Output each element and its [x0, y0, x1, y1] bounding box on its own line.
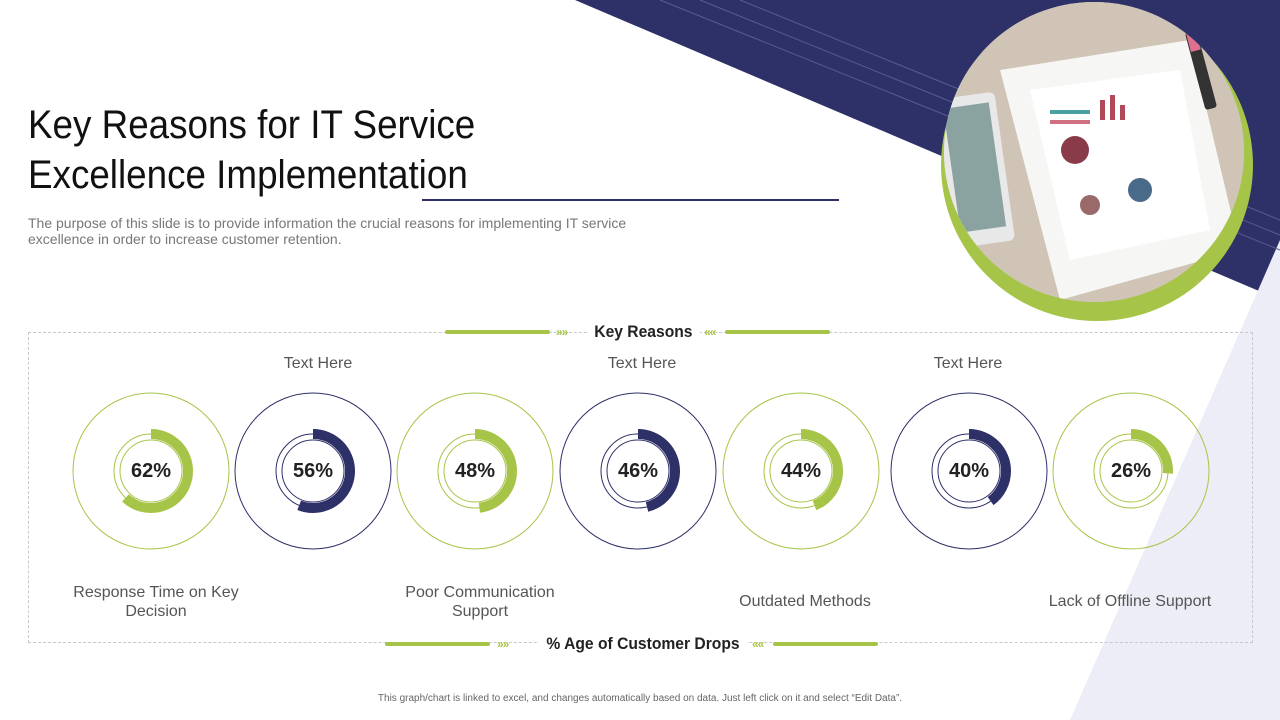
bottom-line-right [773, 642, 878, 646]
chevron-left-icon: «« [704, 325, 716, 339]
donut-outer-ring [1052, 392, 1210, 550]
donut-inner [1099, 439, 1163, 503]
business-charts-photo [941, 2, 1253, 321]
header-line-right [725, 330, 830, 334]
category-label-response-time: Response Time on Key Decision [56, 583, 256, 621]
donut-value-label: 26% [1110, 459, 1152, 482]
donut-outer-ring [722, 392, 880, 550]
category-label-offline-support: Lack of Offline Support [1025, 592, 1235, 611]
donut-svg [234, 392, 392, 550]
donut-value-arc [271, 429, 355, 513]
text-note-1: Text Here [283, 355, 353, 372]
bottom-header: % Age of Customer Drops [539, 633, 747, 655]
label-line: Support [451, 603, 509, 620]
header-line-left [445, 330, 550, 334]
donut-value-label: 40% [948, 459, 990, 482]
donut-value-label: 56% [292, 459, 334, 482]
donut-value-arc [109, 429, 193, 513]
donut-value-arc [596, 429, 680, 513]
donut-outer-ring [890, 392, 1048, 550]
donut-inner [443, 439, 507, 503]
donut-7: 26% [1051, 391, 1211, 551]
chevron-right-icon: »» [556, 325, 568, 339]
donut-svg [396, 392, 554, 550]
text-note-3: Text Here [933, 355, 1003, 372]
donut-value-label: 62% [130, 459, 172, 482]
donut-svg [722, 392, 880, 550]
donut-2: 56% [233, 391, 393, 551]
category-label-outdated-methods: Outdated Methods [705, 592, 905, 611]
page-title: Key Reasons for IT Service Excellence Im… [28, 100, 475, 200]
slide-subtitle: The purpose of this slide is to provide … [28, 215, 627, 247]
donut-svg [72, 392, 230, 550]
donut-value-label: 48% [454, 459, 496, 482]
label-line: Response Time on Key [73, 584, 239, 601]
title-line-1: Key Reasons for IT Service [28, 103, 476, 147]
donut-inner [937, 439, 1001, 503]
text-note-2: Text Here [607, 355, 677, 372]
donut-inner [769, 439, 833, 503]
donut-3: 48% [395, 391, 555, 551]
donut-value-arc [433, 429, 517, 513]
donut-outer-ring [72, 392, 230, 550]
donut-inner [281, 439, 345, 503]
donut-svg [1052, 392, 1210, 550]
pale-triangle [1070, 240, 1280, 720]
section-header: Key Reasons [586, 321, 700, 343]
label-line: Decision [125, 603, 187, 620]
title-line-2: Excellence Implementation [28, 153, 468, 197]
bottom-line-left [385, 642, 490, 646]
chevron-right-icon: »» [497, 637, 509, 651]
donut-inner [606, 439, 670, 503]
label-line: Lack of Offline Support [1048, 593, 1212, 610]
donut-outer-ring [234, 392, 392, 550]
donut-value-label: 44% [780, 459, 822, 482]
donut-svg [890, 392, 1048, 550]
label-line: Outdated Methods [739, 593, 871, 610]
donut-6: 40% [889, 391, 1049, 551]
title-underline [422, 199, 839, 201]
donut-5: 44% [721, 391, 881, 551]
donut-value-arc [759, 429, 843, 513]
label-line: Poor Communication [405, 584, 555, 601]
donut-inner [119, 439, 183, 503]
category-label-poor-communication: Poor Communication Support [380, 583, 580, 621]
donut-value-label: 46% [617, 459, 659, 482]
donut-outer-ring [559, 392, 717, 550]
donut-value-arc [927, 429, 1011, 513]
donut-svg [559, 392, 717, 550]
donut-outer-ring [396, 392, 554, 550]
donut-1: 62% [71, 391, 231, 551]
chevron-left-icon: «« [752, 637, 764, 651]
footer-note: This graph/chart is linked to excel, and… [377, 693, 903, 704]
donut-value-arc [1089, 429, 1173, 513]
donut-4: 46% [558, 391, 718, 551]
